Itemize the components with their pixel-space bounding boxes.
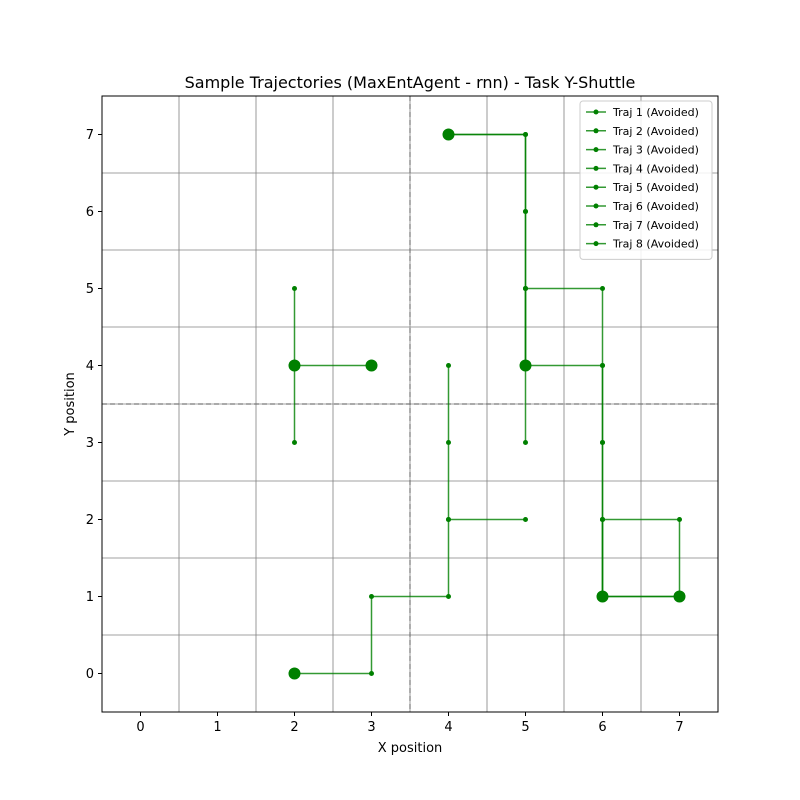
- y-tick-label: 4: [86, 359, 94, 374]
- x-tick-label: 6: [598, 720, 606, 735]
- x-axis-label: X position: [378, 741, 443, 756]
- y-tick-label: 1: [86, 590, 94, 605]
- legend-swatch-marker: [593, 184, 599, 190]
- legend-box: [579, 100, 713, 260]
- legend-label: Traj 1 (Avoided): [612, 106, 699, 119]
- x-tick-label: 2: [290, 720, 298, 735]
- legend-swatch-marker: [593, 241, 599, 247]
- trajectory-point: [523, 440, 528, 445]
- legend-swatch-marker: [593, 109, 599, 115]
- trajectory-point: [369, 671, 374, 676]
- y-tick-label: 5: [86, 282, 94, 297]
- trajectory-point: [446, 363, 451, 368]
- start-marker: [288, 667, 301, 680]
- start-marker: [519, 359, 532, 372]
- legend: Traj 1 (Avoided) Traj 2 (Avoided) Traj 3 (…: [579, 100, 713, 260]
- trajectory-point: [446, 440, 451, 445]
- legend-label: Traj 5 (Avoided): [612, 181, 699, 194]
- trajectory-line-1: [293, 288, 372, 443]
- plot-area-frame: [101, 95, 719, 713]
- y-tick-label: 6: [86, 205, 94, 220]
- legend-label: Traj 4 (Avoided): [612, 162, 699, 175]
- start-marker: [596, 590, 609, 603]
- trajectory-point: [523, 286, 528, 291]
- trajectory-point: [600, 517, 605, 522]
- trajectory-point: [369, 594, 374, 599]
- legend-swatch-marker: [593, 147, 599, 153]
- y-tick-label: 0: [86, 667, 94, 682]
- x-tick-label: 4: [444, 720, 452, 735]
- y-tick-label: 3: [86, 436, 94, 451]
- trajectory-point: [523, 517, 528, 522]
- y-tick-label: 7: [86, 128, 94, 143]
- legend-swatch-marker: [593, 203, 599, 209]
- y-axis-ticks: 0 1 2 3 4 5 6 7: [86, 128, 102, 682]
- x-tick-label: 0: [136, 720, 144, 735]
- trajectory-point: [292, 286, 297, 291]
- region-dividers: [102, 96, 718, 712]
- legend-swatch-marker: [593, 165, 599, 171]
- start-marker: [288, 359, 301, 372]
- legend-label: Traj 3 (Avoided): [612, 144, 699, 157]
- trajectory-point: [446, 594, 451, 599]
- y-tick-label: 2: [86, 513, 94, 528]
- legend-swatch-marker: [593, 222, 599, 228]
- chart-title: Sample Trajectories (MaxEntAgent - rnn) …: [185, 73, 636, 92]
- x-tick-label: 7: [675, 720, 683, 735]
- start-marker: [673, 590, 686, 603]
- trajectory-point: [600, 286, 605, 291]
- start-marker: [442, 128, 455, 141]
- trajectory-point: [677, 517, 682, 522]
- legend-label: Traj 2 (Avoided): [612, 125, 699, 138]
- trajectory-point: [446, 517, 451, 522]
- x-tick-label: 1: [213, 720, 221, 735]
- x-tick-label: 3: [367, 720, 375, 735]
- series-layer: [288, 128, 686, 680]
- x-tick-label: 5: [521, 720, 529, 735]
- legend-swatch-marker: [593, 128, 599, 134]
- legend-label: Traj 6 (Avoided): [612, 200, 699, 213]
- y-axis-label: Y position: [63, 372, 78, 437]
- trajectory-point: [523, 132, 528, 137]
- start-marker: [365, 359, 378, 372]
- legend-label: Traj 8 (Avoided): [612, 238, 699, 251]
- legend-label: Traj 7 (Avoided): [612, 219, 699, 232]
- x-axis-ticks: 0 1 2 3 4 5 6 7: [136, 712, 684, 735]
- trajectory-point: [600, 363, 605, 368]
- trajectory-point: [292, 440, 297, 445]
- trajectory-point: [523, 209, 528, 214]
- trajectory-point: [600, 440, 605, 445]
